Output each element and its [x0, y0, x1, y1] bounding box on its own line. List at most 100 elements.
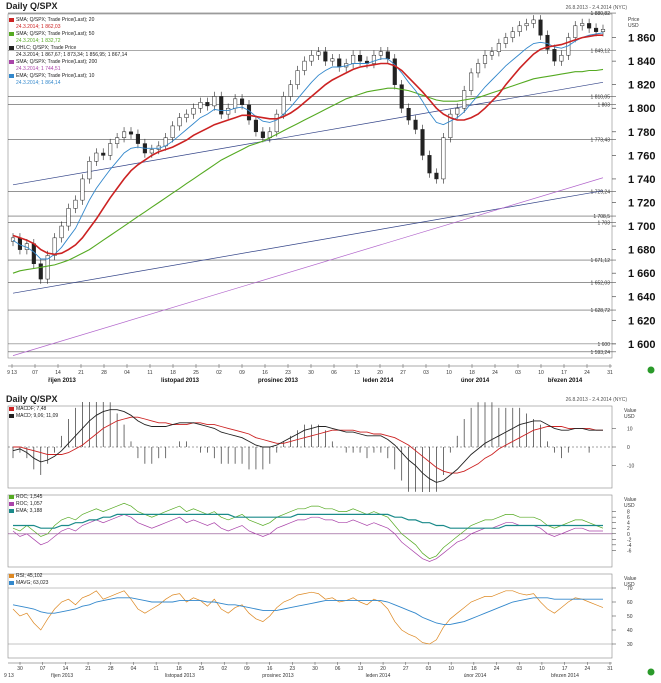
- y-tick-label: -6: [627, 548, 632, 554]
- x-tick-label: 14: [55, 370, 61, 376]
- legend-swatch: [9, 73, 14, 78]
- candle-body: [135, 133, 140, 144]
- candle-body: [191, 107, 196, 115]
- candle-body: [128, 131, 134, 135]
- y-unit-label: USD: [628, 23, 639, 29]
- year-prefix-label: 9 13: [4, 673, 14, 679]
- candle-body: [434, 172, 439, 180]
- roc-ema-line: [13, 513, 603, 529]
- legend-entry: SMA; Q/SPX; Trade Price(Last); 20: [9, 17, 127, 24]
- y-tick-label: 2: [627, 526, 630, 532]
- level-label: 1 708,5: [593, 214, 610, 220]
- candle-body: [66, 208, 71, 227]
- status-dot-icon: [647, 366, 655, 374]
- x-tick-label: 09: [244, 666, 250, 672]
- candle-body: [455, 107, 460, 115]
- level-label: 1 671,12: [591, 258, 611, 264]
- candle-body: [587, 23, 592, 29]
- x-tick-label: 28: [101, 370, 107, 376]
- month-label: leden 2014: [363, 378, 394, 384]
- y-tick-label: 40: [627, 628, 633, 634]
- legend-swatch: [9, 573, 14, 578]
- y-unit-label: Price: [628, 17, 640, 23]
- y-unit-label: USD: [624, 582, 635, 588]
- candle-body: [274, 113, 279, 133]
- candle-body: [489, 51, 494, 56]
- candle-body: [580, 23, 585, 27]
- x-tick-label: 13: [354, 370, 360, 376]
- rsi-line: [12, 590, 604, 645]
- candle-body: [288, 84, 293, 97]
- x-tick-label: 23: [290, 666, 296, 672]
- y-tick-label: 1 760: [628, 150, 656, 162]
- candle-body: [240, 98, 245, 105]
- candle-body: [101, 152, 106, 156]
- legend-entry: MACD; 9,06; 11,09: [9, 413, 58, 420]
- x-tick-label: 06: [331, 370, 337, 376]
- x-tick-label: 16: [262, 370, 268, 376]
- y-tick-label: 8: [627, 510, 630, 516]
- candle-body: [177, 117, 182, 127]
- candle-body: [378, 51, 383, 56]
- candle-body: [413, 119, 418, 130]
- legend-label: MAVG; 63,023: [16, 580, 49, 586]
- plot-frame: [7, 494, 613, 568]
- x-tick-label: 30: [308, 370, 314, 376]
- x-tick-label: 10: [538, 370, 544, 376]
- legend-entry: EMA; Q/SPX; Trade Price(Last); 10: [9, 73, 127, 80]
- candle-body: [198, 102, 203, 109]
- macd-panel-date: 26.8.2013 - 2.4.2014 (NYC): [565, 397, 627, 403]
- macd-line: [12, 409, 603, 483]
- x-tick-label: 24: [584, 370, 590, 376]
- legend-swatch: [9, 494, 14, 499]
- x-tick-label: 04: [124, 370, 130, 376]
- y-unit-label: Value: [624, 497, 637, 503]
- y-tick-label: 50: [627, 614, 633, 620]
- candle-body: [309, 54, 314, 62]
- legend-label: EMA; 3,188: [16, 508, 43, 514]
- month-label: únor 2014: [464, 673, 487, 679]
- x-tick-label: 31: [607, 666, 613, 672]
- x-tick-label: 02: [221, 666, 227, 672]
- candle-body: [330, 58, 335, 62]
- legend-label: SMA; Q/SPX; Trade Price(Last); 20: [16, 17, 95, 23]
- y-tick-label: 1 780: [628, 127, 656, 139]
- candle-body: [323, 51, 328, 62]
- candle-body: [371, 54, 376, 64]
- candle-body: [205, 102, 210, 107]
- x-tick-label: 27: [400, 370, 406, 376]
- month-label: únor 2014: [461, 378, 490, 384]
- candle-body: [524, 23, 529, 27]
- level-label: 1 652,03: [591, 281, 611, 287]
- roc1-line: [12, 502, 604, 560]
- x-tick-label: 13: [358, 666, 364, 672]
- legend-entry: OHLC; Q/SPX; Trade Price: [9, 45, 127, 52]
- y-tick-label: 30: [627, 642, 633, 648]
- candle-body: [184, 113, 189, 118]
- candle-body: [351, 54, 356, 64]
- candle-body: [295, 70, 300, 85]
- month-label: březen 2014: [548, 378, 583, 384]
- level-label: 1 803: [597, 103, 610, 109]
- x-tick-label: 03: [516, 666, 522, 672]
- y-tick-label: 1 820: [628, 80, 656, 92]
- x-tick-label: 30: [312, 666, 318, 672]
- month-label: říjen 2013: [51, 673, 73, 679]
- x-tick-label: 14: [63, 666, 69, 672]
- legend-swatch: [9, 580, 14, 585]
- x-tick-label: 18: [170, 370, 176, 376]
- price-chart[interactable]: 1 880,82 1 849,12 1 810,05 1 803 1 773,43 1 7…: [0, 0, 661, 386]
- x-tick-label: 09: [239, 370, 245, 376]
- candle-body: [545, 34, 550, 50]
- x-tick-label: 30: [17, 666, 23, 672]
- legend-label: ROC; 1,057: [16, 501, 43, 507]
- sma20-line: [12, 34, 603, 256]
- x-tick-label: 17: [562, 666, 568, 672]
- candle-body: [87, 161, 92, 180]
- plot-frame: [7, 13, 613, 359]
- x-tick-label: 03: [515, 370, 521, 376]
- x-tick-label: 20: [380, 666, 386, 672]
